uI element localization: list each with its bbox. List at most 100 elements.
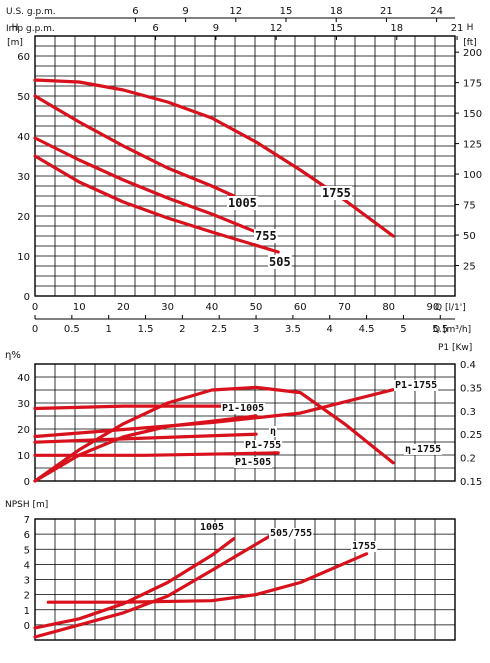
npsh-label-1755-bg (351, 541, 378, 552)
npsh-axis-title: NPSH [m] (5, 500, 48, 510)
head-label-1755: 1755 (322, 186, 351, 200)
power-label-1005: P1-1005 (222, 403, 264, 414)
eff-curve-η (33, 414, 258, 483)
power-label-505: P1-505 (235, 457, 271, 468)
power-y-tick: 0.2 (460, 454, 476, 465)
head-ft-tick-label: 75 (463, 201, 476, 212)
eff-label-eta-bg (269, 426, 278, 437)
power-y-tick: 0.25 (460, 430, 482, 441)
eff-y-tick: 40 (17, 373, 30, 384)
power-y-tick: 0.3 (460, 407, 476, 418)
npsh-y-tick: 2 (24, 591, 30, 602)
eff-frame (34, 363, 456, 482)
head-label-755: 755 (255, 229, 277, 243)
power-label-755-bg (244, 440, 283, 451)
q-m3h-tick-label: 3.5 (285, 324, 301, 335)
us-gpm-tick-label: 15 (280, 6, 293, 17)
imp-gpm-tick-label: 6 (152, 23, 158, 34)
head-y-tick: 30 (17, 172, 30, 183)
imp-gpm-tick-label: 12 (270, 23, 283, 34)
eff-curve-P1-755 (33, 432, 258, 444)
imp-gpm-tick-label: 15 (330, 23, 343, 34)
npsh-label-1005-bg (199, 522, 226, 533)
q-lmin-tick: 30 (161, 302, 174, 313)
q-m3h-tick-label: 2 (179, 324, 185, 335)
us-gpm-tick-label: 12 (229, 6, 242, 17)
q-lmin-tick: 50 (250, 302, 263, 313)
npsh-y-tick: 6 (24, 530, 30, 541)
npsh-y-tick: 4 (24, 560, 30, 571)
head-y-tick: 40 (17, 132, 30, 143)
q-lmin-tick: 60 (294, 302, 307, 313)
q-m3h-tick-label: 5.5 (432, 324, 448, 335)
eff-y-tick: 10 (17, 451, 30, 462)
us-gpm-label: U.S. g.p.m. (6, 7, 56, 17)
q-lmin-tick: 20 (117, 302, 130, 313)
q-lmin-tick: 0 (32, 302, 38, 313)
npsh-y-tick: 7 (24, 515, 30, 526)
npsh-label-1755: 1755 (352, 541, 376, 552)
q-m3h-tick-label: 0.5 (64, 324, 80, 335)
q-lmin-tick: 70 (338, 302, 351, 313)
power-y-tick: 0.4 (460, 360, 476, 371)
q-lmin-tick: 10 (73, 302, 86, 313)
power-label-1755: P1-1755 (395, 380, 437, 391)
power-label-505-bg (234, 457, 273, 468)
eff-label-eta1755: η-1755 (405, 444, 441, 455)
head-ft-tick-label: 100 (463, 170, 482, 181)
head-ft-tick-label: 25 (463, 262, 476, 273)
npsh-curve-1005 (33, 537, 236, 630)
eff-curve-P1-505 (33, 451, 280, 457)
q-lmin-label: Q [l/1'] (435, 303, 466, 313)
q-m3h-tick-label: 0 (32, 324, 38, 335)
q-lmin-tick: 40 (205, 302, 218, 313)
power-y-tick: 0.35 (460, 383, 482, 394)
npsh-y-tick: 5 (24, 545, 30, 556)
npsh-curve-505/755 (33, 529, 280, 639)
q-m3h-tick-label: 1.5 (138, 324, 154, 335)
us-gpm-tick-label: 9 (182, 6, 188, 17)
head-ft-tick-label: 200 (463, 48, 482, 59)
us-gpm-tick-label: 6 (132, 6, 138, 17)
q-m3h-tick-label: 2.5 (211, 324, 227, 335)
head-ft-tick-label: 125 (463, 140, 482, 151)
head-axis-title: H (12, 23, 19, 33)
imp-gpm-tick-label: 9 (213, 23, 219, 34)
npsh-label-1005: 1005 (200, 522, 224, 533)
head-label-755-bg (254, 229, 278, 243)
npsh-y-tick: 1 (24, 606, 30, 617)
eff-axis-title: η% (5, 350, 21, 361)
head-ft-axis-title: H (467, 23, 474, 33)
head-label-1005-bg (227, 196, 258, 210)
q-m3h-tick-label: 5 (400, 324, 406, 335)
q-m3h-tick-label: 4 (327, 324, 333, 335)
head-axis-unit: [m] (7, 38, 23, 48)
head-y-tick: 50 (17, 92, 30, 103)
head-y-tick: 20 (17, 212, 30, 223)
q-lmin-tick: 80 (382, 302, 395, 313)
power-label-1005-bg (221, 403, 266, 414)
us-gpm-tick-label: 24 (430, 6, 443, 17)
power-label-1755-bg (394, 380, 439, 391)
us-gpm-tick-label: 18 (330, 6, 343, 17)
head-curve-505 (33, 154, 280, 254)
head-ft-tick-label: 150 (463, 109, 482, 120)
us-gpm-tick-label: 21 (380, 6, 393, 17)
q-m3h-tick-label: 3 (253, 324, 259, 335)
head-label-1755-bg (321, 186, 352, 200)
eff-y-tick: 30 (17, 399, 30, 410)
head-y-tick: 0 (24, 292, 30, 303)
power-y-tick: 0.15 (460, 477, 482, 488)
eff-y-tick: 20 (17, 425, 30, 436)
head-curve-1755 (33, 78, 395, 238)
head-label-505-bg (268, 255, 292, 269)
head-y-tick: 10 (17, 252, 30, 263)
head-y-tick: 60 (17, 52, 30, 63)
head-ft-axis-unit: [ft] (463, 38, 477, 48)
power-label-755: P1-755 (245, 440, 281, 451)
eff-y-tick: 0 (24, 477, 30, 488)
eff-label-eta1755-bg (404, 444, 443, 455)
head-ft-tick-label: 175 (463, 79, 482, 90)
npsh-y-tick: 0 (24, 621, 30, 632)
